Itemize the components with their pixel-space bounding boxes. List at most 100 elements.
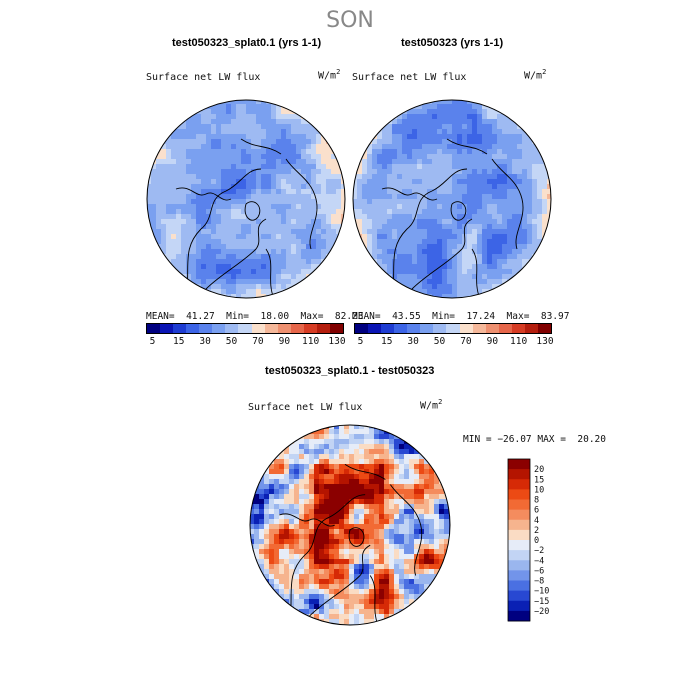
colorbar-tick-label: 20 [534,465,544,475]
colorbar-tick-label: 90 [486,336,499,347]
colorbar-swatch [508,479,530,490]
colorbar-tick-label: 70 [460,336,472,347]
panel2-stats: MEAN= 43.55 Min= 17.24 Max= 83.97 [352,311,570,322]
colorbar-swatch [485,324,499,333]
colorbar-tick-label: 15 [173,336,185,347]
colorbar-swatch [508,610,530,622]
colorbar-tick-label: −20 [534,607,549,617]
colorbar-tick-label: 15 [381,336,393,347]
colorbar-swatch [537,324,551,333]
colorbar-swatch [508,570,530,581]
colorbar-tick-label: 110 [510,336,528,347]
colorbar-swatch [303,324,317,333]
colorbar-swatch [329,324,343,333]
map-boundary [352,99,552,299]
panel1-variable-label: Surface net LW flux [146,72,261,83]
colorbar-swatch [508,489,530,500]
colorbar-tick-label: 30 [199,336,211,347]
colorbar-frame [507,458,531,622]
colorbar-tick-label: −10 [534,587,549,597]
colorbar-swatch [508,540,530,551]
coastline [381,138,524,298]
panel2-variable-label: Surface net LW flux [352,72,467,83]
diff-variable-label: Surface net LW flux [248,402,363,413]
panel2-units: W/m2 [524,68,547,82]
colorbar-swatch [511,324,525,333]
colorbar-swatch [238,324,252,333]
colorbar-swatch [508,600,530,612]
diff-units: W/m2 [420,398,443,412]
colorbar-swatch [459,324,473,333]
map-boundary [249,424,451,626]
panel1-title: test050323_splat0.1 (yrs 1-1) [172,37,322,49]
colorbar-tick-label: 10 [534,485,544,495]
panel1-colorbar [146,323,344,334]
colorbar-swatch [355,324,369,333]
panel1-polar-map [146,99,346,299]
colorbar-swatch [508,469,530,480]
colorbar-swatch [508,580,530,592]
diff-minmax: MIN = −26.07 MAX = 20.20 [463,434,606,445]
map-boundary [146,99,346,299]
colorbar-swatch [212,324,226,333]
colorbar-swatch [407,324,421,333]
colorbar-tick-label: 70 [252,336,264,347]
panel1-units: W/m2 [318,68,341,82]
colorbar-swatch [381,324,395,333]
colorbar-swatch [524,324,538,333]
colorbar-swatch [508,459,530,470]
colorbar-swatch [290,324,304,333]
colorbar-swatch [199,324,213,333]
colorbar-tick-label: 8 [534,496,539,506]
colorbar-swatch [225,324,239,333]
panel2-title: test050323 (yrs 1-1) [401,37,504,49]
colorbar-tick-label: 15 [534,475,544,485]
colorbar-swatch [173,324,187,333]
panel2-colorbar [354,323,552,334]
colorbar-swatch [316,324,330,333]
colorbar-tick-label: 130 [328,336,346,347]
colorbar-swatch [508,499,530,511]
colorbar-swatch [498,324,512,333]
colorbar-swatch [277,324,291,333]
colorbar-tick-label: −6 [534,566,544,576]
panel2-polar-map [352,99,552,299]
colorbar-tick-label: 0 [534,536,539,546]
colorbar-tick-label: 2 [534,526,539,536]
colorbar-tick-label: −4 [534,556,544,566]
colorbar-swatch [368,324,382,333]
field-shading [250,425,450,625]
colorbar-tick-label: 50 [225,336,238,347]
colorbar-tick-label: 30 [407,336,419,347]
colorbar-tick-label: 5 [149,336,156,347]
colorbar-swatch [147,324,161,333]
panel1-colorbar-ticks: 5 15 30 50 70 90 110 130 [146,336,346,348]
colorbar-swatch [446,324,460,333]
colorbar-tick-label: −2 [534,546,544,556]
season-title: SON [326,8,374,33]
colorbar-swatch [186,324,200,333]
colorbar-tick-label: −8 [534,577,544,587]
diff-title: test050323_splat0.1 - test050323 [265,365,435,377]
diff-polar-map [249,424,451,626]
colorbar-tick-label: 6 [534,506,539,516]
colorbar-tick-label: 90 [278,336,291,347]
panel2-colorbar-ticks: 5 15 30 50 70 90 110 130 [354,336,554,348]
colorbar-swatch [251,324,265,333]
colorbar-tick-label: 130 [536,336,554,347]
panel1-stats: MEAN= 41.27 Min= 18.00 Max= 82.23 [146,311,364,322]
colorbar-swatch [508,509,530,521]
colorbar-tick-label: 50 [433,336,446,347]
colorbar-tick-label: 110 [302,336,320,347]
colorbar-swatch [508,560,530,571]
colorbar-swatch [508,519,530,531]
colorbar-swatch [433,324,447,333]
colorbar-swatch [420,324,434,333]
colorbar-swatch [472,324,486,333]
colorbar-swatch [508,550,530,561]
colorbar-swatch [508,590,530,602]
colorbar-tick-label: 4 [534,516,539,526]
colorbar-tick-label: 5 [357,336,364,347]
colorbar-swatch [508,529,530,541]
